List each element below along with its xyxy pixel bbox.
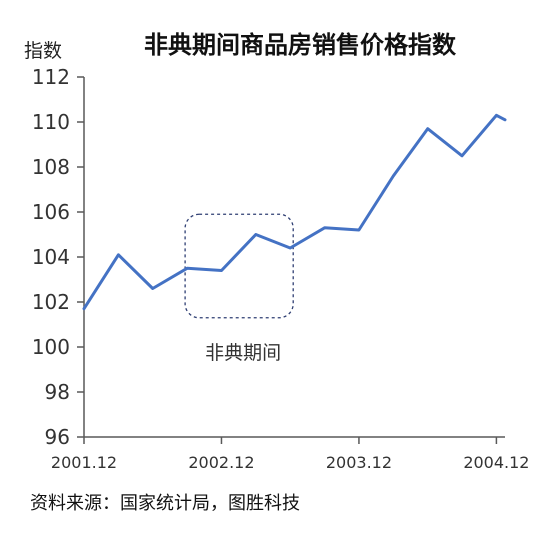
data-point xyxy=(117,253,120,256)
data-point xyxy=(503,118,507,121)
series-group xyxy=(82,113,507,311)
y-tick-label: 102 xyxy=(32,290,70,314)
y-tick-label: 108 xyxy=(32,155,70,179)
data-point xyxy=(289,246,292,250)
data-point xyxy=(426,127,429,130)
data-point xyxy=(185,267,189,270)
data-point xyxy=(323,226,326,229)
y-tick-label: 104 xyxy=(32,245,70,269)
series-line xyxy=(82,113,507,311)
x-tick-label: 2001.12 xyxy=(51,453,117,472)
y-tick-label: 100 xyxy=(32,335,70,359)
data-point xyxy=(151,287,154,290)
data-point xyxy=(220,269,223,272)
y-tick-label: 112 xyxy=(32,65,70,89)
data-point xyxy=(82,307,86,310)
y-tick-label: 106 xyxy=(32,200,70,224)
y-tick-label: 98 xyxy=(45,380,70,404)
y-tick-label: 96 xyxy=(45,425,70,449)
data-point xyxy=(254,233,258,236)
axes: 96 98 100 102 104 106 108 110 112 2001.12 2002.12 2… xyxy=(32,65,530,472)
annotation-box xyxy=(184,213,294,319)
x-tick-label: 2004.12 xyxy=(463,453,529,472)
data-point xyxy=(392,174,395,178)
annotation-group: 非典期间 xyxy=(184,213,294,364)
annotation-label: 非典期间 xyxy=(205,342,281,364)
x-tick-label: 2002.12 xyxy=(188,453,254,472)
y-axis-label: 指数 xyxy=(24,40,62,62)
data-point xyxy=(357,228,361,232)
data-point xyxy=(495,114,498,117)
y-tick-label: 110 xyxy=(32,110,70,134)
x-tick-label: 2003.12 xyxy=(326,453,392,472)
chart-title: 非典期间商品房销售价格指数 xyxy=(144,31,457,59)
source-note: 资料来源：国家统计局，图胜科技 xyxy=(30,493,300,514)
data-point xyxy=(460,154,464,157)
